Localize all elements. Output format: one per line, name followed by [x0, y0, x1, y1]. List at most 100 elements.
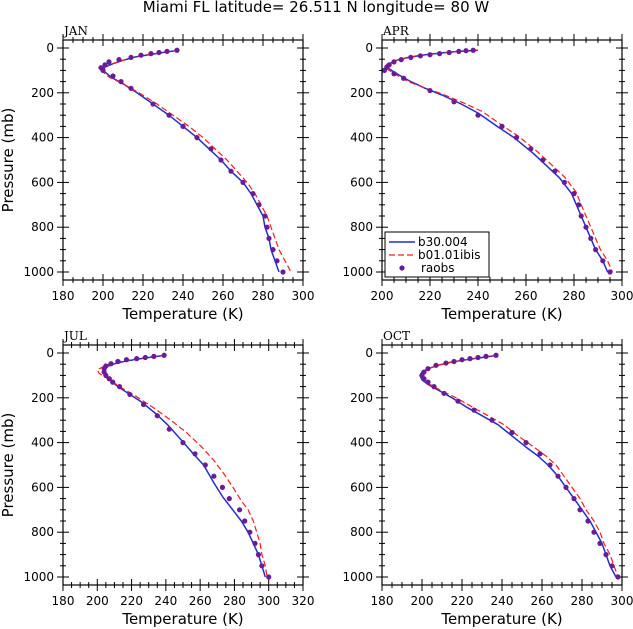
series-group — [419, 352, 621, 580]
raobs-point — [561, 179, 568, 185]
y-tick-label: 0 — [365, 346, 373, 360]
raobs-point — [148, 51, 154, 57]
x-tick-label: 280 — [571, 594, 594, 608]
raobs-point — [266, 235, 272, 241]
raobs-point — [456, 48, 462, 54]
raobs-point — [523, 440, 529, 446]
raobs-point — [578, 213, 584, 219]
raobs-point — [540, 157, 546, 163]
raobs-point — [280, 269, 286, 275]
y-tick-label: 200 — [350, 391, 373, 405]
raobs-point — [123, 357, 130, 363]
y-tick-label: 400 — [350, 436, 373, 450]
raobs-point — [103, 372, 109, 378]
plot-frame — [381, 39, 623, 281]
panel-jul: 180 200 220 240 260 280 300 320 0 200 400 600 800 100… — [0, 329, 314, 628]
raobs-point — [425, 366, 431, 372]
raobs-point — [106, 59, 112, 65]
raobs-point — [106, 376, 112, 382]
raobs-point — [571, 496, 577, 502]
raobs-point — [150, 101, 156, 107]
series-group — [382, 47, 613, 275]
raobs-point — [211, 473, 217, 479]
raobs-point — [110, 73, 116, 79]
raobs-point — [607, 269, 613, 275]
raobs-point — [467, 356, 473, 362]
y-tick-label: 0 — [46, 346, 54, 360]
x-tick-label: 260 — [189, 594, 212, 608]
panel-label: OCT — [383, 329, 410, 343]
raobs-point — [591, 529, 597, 535]
raobs-point — [577, 507, 583, 513]
raobs-point — [597, 540, 603, 547]
raobs-point — [489, 417, 495, 423]
raobs-point — [247, 529, 253, 535]
legend-label: b01.01ibis — [418, 248, 481, 262]
raobs-point — [382, 67, 387, 73]
raobs-point — [166, 112, 172, 118]
raobs-point — [174, 47, 180, 53]
x-tick-label: 260 — [212, 289, 235, 303]
raobs-point — [615, 574, 621, 580]
raobs-point — [236, 507, 243, 513]
x-tick-label: 220 — [132, 289, 155, 303]
raobs-point — [274, 258, 280, 264]
raobs-point — [128, 85, 134, 91]
raobs-point — [266, 574, 272, 580]
y-axis-title: Pressure (mb) — [0, 413, 17, 518]
y-tick-label: 1000 — [342, 570, 373, 584]
y-tick-label: 800 — [350, 220, 373, 234]
raobs-point — [583, 224, 589, 230]
x-axis-title: Temperature (K) — [121, 610, 243, 628]
panel-oct: 180 200 220 240 260 280 300 0 200 400 600 800 1000 Te… — [342, 329, 633, 628]
raobs-point — [571, 191, 577, 197]
panel-label: JUL — [62, 329, 87, 343]
raobs-point — [391, 71, 397, 77]
raobs-point — [585, 518, 591, 524]
raobs-point — [142, 354, 148, 361]
raobs-point — [194, 135, 200, 141]
raobs-point — [226, 496, 232, 502]
x-axis-title: Temperature (K) — [440, 305, 562, 323]
raobs-point — [116, 384, 123, 390]
raobs-point — [509, 429, 515, 436]
y-tick-label: 1000 — [342, 265, 373, 279]
series-group — [96, 352, 272, 580]
raobs-point — [140, 401, 147, 408]
x-tick-label: 220 — [451, 594, 474, 608]
raobs-point — [563, 484, 569, 490]
raobs-point — [218, 157, 224, 163]
raobs-point — [593, 247, 599, 253]
raobs-point — [446, 49, 452, 56]
raobs-point — [252, 540, 258, 547]
raobs-point — [219, 484, 226, 490]
raobs-point — [451, 99, 457, 105]
plot-frame — [62, 39, 304, 281]
y-tick-label: 800 — [31, 525, 54, 539]
raobs-point — [483, 353, 489, 359]
raobs-point — [102, 62, 108, 68]
raobs-point — [116, 57, 122, 63]
plot-frame — [62, 344, 304, 586]
raobs-point — [513, 135, 520, 141]
raobs-point — [134, 356, 140, 362]
legend-label: raobs — [421, 261, 455, 275]
raobs-point — [609, 563, 615, 569]
raobs-point — [110, 379, 116, 385]
b30-004-line — [419, 354, 617, 578]
y-tick-label: 200 — [350, 86, 373, 100]
b30-004-line — [102, 49, 280, 273]
raobs-point — [425, 379, 431, 385]
raobs-point — [401, 75, 407, 81]
raobs-point — [138, 52, 144, 58]
raobs-point — [463, 48, 469, 54]
raobs-point — [493, 352, 499, 358]
x-tick-label: 240 — [467, 289, 490, 303]
raobs-point — [127, 391, 133, 398]
b30-004-line — [103, 354, 267, 578]
raobs-point — [391, 59, 397, 65]
raobs-point — [228, 168, 234, 174]
x-tick-label: 240 — [154, 594, 177, 608]
